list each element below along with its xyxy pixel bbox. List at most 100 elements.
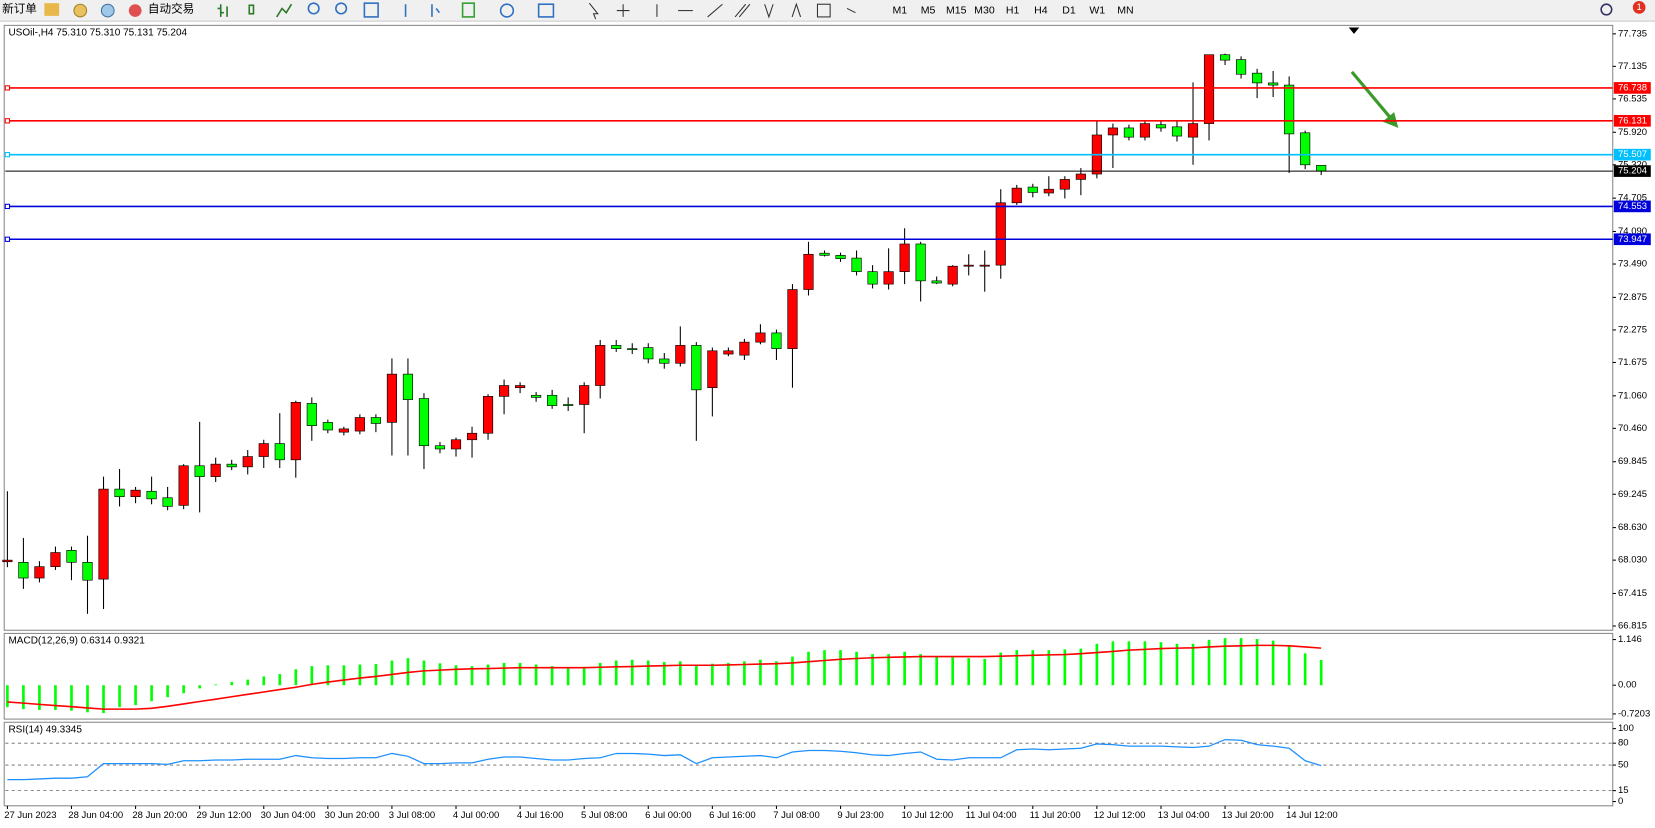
- macd-bar: [711, 663, 714, 686]
- x-tick-label: 30 Jun 20:00: [325, 810, 380, 821]
- timeframe-button[interactable]: M15: [946, 4, 967, 16]
- icon[interactable]: [44, 3, 60, 16]
- macd-bar: [566, 667, 570, 686]
- candle-body: [963, 264, 974, 267]
- candle-body: [306, 403, 317, 426]
- y-tick-label: 68.030: [1618, 555, 1647, 566]
- notification-badge[interactable]: [1632, 1, 1646, 14]
- timeframe-button[interactable]: M1: [893, 4, 908, 16]
- y-tick-label: 69.245: [1618, 489, 1647, 500]
- macd-bar: [6, 685, 9, 708]
- level-handle: [4, 85, 11, 91]
- candle-body: [915, 243, 926, 282]
- timeframe-button[interactable]: M30: [974, 4, 995, 16]
- level-label: 76.131: [1618, 115, 1647, 126]
- icon[interactable]: [791, 2, 802, 18]
- candle-body: [867, 271, 878, 285]
- icon[interactable]: [846, 7, 856, 14]
- timeframe-button[interactable]: H4: [1034, 4, 1048, 16]
- auto-trading-button[interactable]: 自动交易: [148, 2, 194, 16]
- level-label-box: [1613, 233, 1651, 246]
- macd-bar: [614, 660, 618, 686]
- y-tick-label: 68.630: [1618, 522, 1647, 533]
- icon[interactable]: [100, 3, 115, 18]
- timeframe-button[interactable]: D1: [1062, 4, 1076, 16]
- notification-count: 1: [1637, 2, 1642, 13]
- y-tick-label: 74.705: [1618, 193, 1647, 204]
- candle-body: [98, 488, 109, 580]
- macd-bar: [823, 650, 826, 686]
- candle-body: [883, 271, 894, 285]
- macd-signal-line: [7, 644, 1322, 710]
- macd-bar: [967, 658, 971, 686]
- candle-body: [931, 280, 942, 284]
- icon[interactable]: [461, 2, 476, 18]
- level-handle: [4, 203, 11, 210]
- candle-body: [851, 257, 862, 272]
- icon[interactable]: [248, 4, 255, 15]
- icon[interactable]: [276, 3, 293, 18]
- macd-bar: [342, 665, 346, 686]
- icon[interactable]: [588, 2, 599, 20]
- icon[interactable]: [404, 4, 440, 17]
- icon[interactable]: [734, 3, 751, 18]
- y-tick-label: 0: [1618, 796, 1623, 807]
- timeframe-button[interactable]: M5: [921, 4, 936, 16]
- y-tick-label: 74.090: [1618, 226, 1647, 237]
- chart-shift-marker: [1348, 27, 1360, 34]
- level-label: 76.738: [1618, 82, 1647, 93]
- y-tick-label: 72.275: [1618, 324, 1647, 335]
- icon[interactable]: [499, 3, 515, 18]
- candle-body: [82, 561, 93, 581]
- macd-bar: [1319, 660, 1323, 686]
- candle-body: [819, 252, 830, 256]
- x-tick-label: 7 Jul 08:00: [773, 810, 819, 821]
- candle-body: [290, 402, 301, 461]
- level-label-box: [1613, 200, 1651, 213]
- timeframe-button[interactable]: H1: [1006, 4, 1020, 16]
- macd-bar: [118, 685, 121, 708]
- candle-body: [611, 345, 622, 349]
- candle-body: [386, 373, 397, 423]
- y-tick-label: 15: [1618, 785, 1629, 796]
- macd-bar: [887, 654, 890, 686]
- icon[interactable]: [616, 4, 630, 17]
- candle-body: [803, 253, 814, 290]
- macd-bar: [358, 664, 362, 686]
- icon[interactable]: [307, 2, 320, 15]
- icon[interactable]: [816, 3, 831, 18]
- macd-bar: [919, 654, 922, 686]
- candle-body: [787, 289, 798, 349]
- x-tick-label: 28 Jun 04:00: [68, 810, 123, 821]
- x-tick-label: 4 Jul 00:00: [453, 810, 499, 821]
- auto-trading-icon[interactable]: [128, 4, 142, 17]
- x-tick-label: 13 Jul 04:00: [1158, 810, 1210, 821]
- macd-bar: [582, 666, 586, 686]
- icon[interactable]: [537, 3, 555, 18]
- candle-body: [322, 422, 333, 431]
- candle-body: [482, 396, 494, 434]
- timeframe-button[interactable]: MN: [1117, 4, 1133, 16]
- new-order-button[interactable]: 新订单: [2, 2, 37, 16]
- macd-bar: [422, 660, 426, 686]
- macd-bar: [839, 650, 842, 686]
- candle-body: [210, 463, 221, 477]
- icon[interactable]: [363, 2, 379, 18]
- candle-body: [194, 465, 205, 477]
- macd-bar: [855, 651, 858, 686]
- candle-body: [418, 398, 430, 447]
- candle-body: [354, 417, 365, 432]
- x-tick-label: 11 Jul 04:00: [966, 810, 1017, 821]
- icon[interactable]: [217, 4, 228, 17]
- x-tick-label: 14 Jul 12:00: [1286, 810, 1338, 821]
- level-label-box: [1613, 82, 1651, 94]
- icon[interactable]: [707, 3, 723, 18]
- search-icon[interactable]: [1600, 3, 1613, 16]
- y-tick-label: 77.735: [1618, 28, 1647, 39]
- macd-bar: [470, 666, 474, 686]
- icon[interactable]: [73, 3, 88, 18]
- timeframe-button[interactable]: W1: [1089, 4, 1105, 16]
- candle-body: [675, 345, 686, 364]
- icon[interactable]: [335, 2, 348, 15]
- icon[interactable]: [764, 4, 774, 19]
